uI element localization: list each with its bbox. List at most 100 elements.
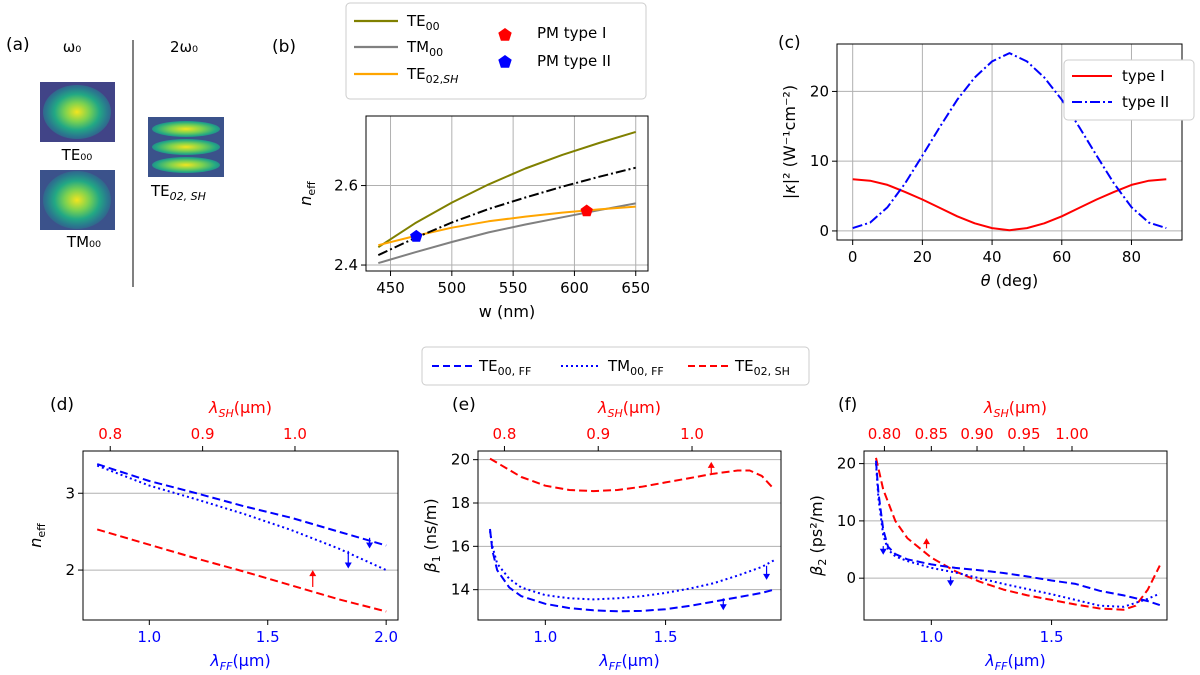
panel-d-label: (d) — [50, 395, 74, 415]
svg-text:PM type I: PM type I — [537, 24, 606, 42]
shared-legend-item-te02sh: TE02, SH — [688, 357, 790, 378]
x-axis-label: θ (deg) — [981, 271, 1039, 290]
x-tick-label: 2.0 — [374, 628, 398, 646]
arrow-head — [879, 548, 887, 555]
x-axis-label: λFF(μm) — [209, 651, 270, 673]
svg-text:TE02, SH: TE02, SH — [734, 357, 790, 378]
plot-d: 1.0 1.5 2.0 2 3 λFF(μm) neff 0.8 0.9 1.0 λSH(μm) — [26, 398, 399, 673]
arrow-head — [309, 570, 317, 577]
svg-text:type I: type I — [1122, 67, 1165, 85]
x-tick-label: 60 — [1052, 248, 1071, 266]
mode-te02-image — [148, 117, 224, 177]
panel-b-legend-item-pm2: PM type II — [498, 52, 611, 70]
y-axis-label: β1 (ns/m) — [421, 498, 443, 573]
shared-legend: TE00, FF TM00, FF TE02, SH — [421, 346, 810, 386]
series-line-type-ii — [852, 52, 1167, 230]
mode-te00-image — [40, 82, 115, 142]
shared-legend-item-te00ff: TE00, FF — [432, 357, 531, 378]
series-line-tm00-ff — [489, 531, 775, 601]
panel-a-label: (a) — [6, 35, 30, 55]
series-line-te02-sh — [96, 528, 387, 613]
panel-c-legend-item-type1: type I — [1072, 67, 1165, 85]
top-x-tick-label: 0.95 — [1007, 425, 1040, 443]
y-tick-label: 16 — [451, 537, 470, 555]
plot-b: 450 500 550 600 650 2.4 2.6 w (nm) neff — [296, 115, 650, 321]
x-tick-label: 80 — [1122, 248, 1141, 266]
y-tick-label: 18 — [451, 494, 470, 512]
x-tick-label: 600 — [560, 279, 589, 297]
x-tick-label: 0 — [848, 248, 858, 266]
x-tick-label: 1.0 — [919, 628, 943, 646]
series-line-tm00 — [378, 202, 636, 265]
y-tick-label: 3 — [65, 484, 75, 502]
y-tick-label: 0 — [846, 569, 856, 587]
x-tick-label: 20 — [913, 248, 932, 266]
plot-c: 0 20 40 60 80 0 10 20 θ (deg) |κ|² (W⁻¹cm⁻²) — [780, 43, 1183, 290]
top-x-tick-label: 0.9 — [586, 425, 610, 443]
mode-tm00-image — [40, 170, 115, 230]
axes-frame — [863, 450, 1168, 621]
y-axis-label: |κ|² (W⁻¹cm⁻²) — [780, 85, 799, 199]
arrow-head — [366, 542, 374, 549]
arrow-head — [947, 580, 955, 587]
x-axis-label: w (nm) — [479, 302, 535, 321]
svg-text:TM00, FF: TM00, FF — [607, 357, 664, 378]
plot-f: 1.0 1.5 0 10 20 λFF(μm) β2 (ps²/m) 0.80 0.85 0.90… — [807, 398, 1168, 673]
axes-frame — [836, 43, 1183, 241]
x-axis-label: λFF(μm) — [984, 651, 1045, 673]
top-x-tick-label: 0.8 — [98, 425, 122, 443]
mode-tm00-label: TM₀₀ — [66, 233, 101, 251]
series-line-type-i — [852, 178, 1167, 232]
series-line-tm00-ff — [96, 464, 387, 572]
series-line-te02-sh — [489, 457, 775, 493]
x-tick-label: 550 — [499, 279, 528, 297]
y-tick-label: 20 — [837, 455, 856, 473]
axes-frame — [365, 115, 649, 272]
y-tick-label: 2.6 — [334, 177, 358, 195]
marker-pm-type-ii — [410, 229, 423, 242]
svg-text:PM type II: PM type II — [537, 52, 611, 70]
x-tick-label: 1.5 — [654, 628, 678, 646]
series-line-te00-ff — [489, 528, 775, 613]
y-tick-label: 0 — [819, 222, 829, 240]
marker-pm-type-i — [580, 204, 593, 217]
top-x-axis-label: λSH(μm) — [208, 398, 272, 420]
panel-e-label: (e) — [452, 395, 476, 415]
omega-header: ω₀ — [63, 38, 82, 56]
arrow-head — [763, 573, 771, 580]
x-axis-label: λFF(μm) — [598, 651, 659, 673]
top-x-tick-label: 0.85 — [915, 425, 948, 443]
panel-f-label: (f) — [838, 395, 857, 415]
x-tick-label: 40 — [983, 248, 1002, 266]
series-line-te00-ff — [96, 463, 387, 547]
series-line-te02-sh — [875, 457, 1161, 611]
top-x-axis-label: λSH(μm) — [983, 398, 1047, 420]
y-tick-label: 20 — [451, 451, 470, 469]
y-tick-label: 14 — [451, 581, 470, 599]
x-tick-label: 450 — [376, 279, 405, 297]
x-tick-label: 1.0 — [533, 628, 557, 646]
panel-b: (b) TE00 TM00 TE02,SH PM type I PM type … — [272, 2, 650, 321]
y-axis-label: neff — [296, 181, 318, 206]
series-line-te00-ff — [875, 460, 1161, 607]
y-tick-label: 2 — [65, 561, 75, 579]
x-tick-label: 1.0 — [137, 628, 161, 646]
mode-te00-label: TE₀₀ — [61, 146, 93, 164]
panel-a: (a) ω₀ 2ω₀ TE₀₀ TM₀₀ TE02, SH — [6, 35, 224, 287]
series-line-te00 — [377, 130, 636, 249]
axes-frame — [477, 450, 782, 621]
top-x-tick-label: 1.00 — [1055, 425, 1088, 443]
panel-b-legend-item-pm1: PM type I — [498, 24, 606, 42]
series-line-tm00-ff — [875, 463, 1161, 608]
y-axis-label: neff — [26, 523, 48, 548]
svg-text:TE00, FF: TE00, FF — [478, 357, 531, 378]
x-tick-label: 1.5 — [1040, 628, 1064, 646]
panel-c-label: (c) — [778, 33, 801, 53]
y-tick-label: 2.4 — [334, 256, 358, 274]
top-x-tick-label: 0.9 — [191, 425, 215, 443]
y-tick-label: 10 — [810, 152, 829, 170]
arrow-head — [344, 562, 352, 569]
x-tick-label: 1.5 — [256, 628, 280, 646]
